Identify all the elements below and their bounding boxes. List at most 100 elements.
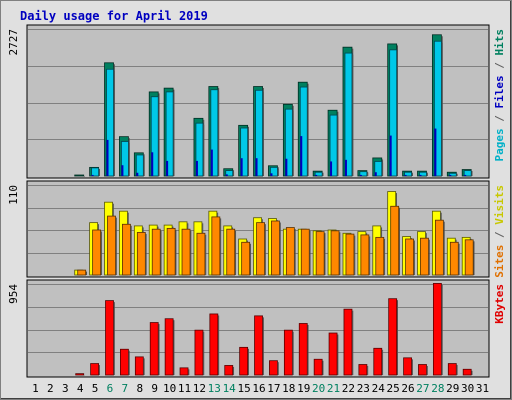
bar-kbytes-day-24 bbox=[373, 347, 383, 376]
bar-kbytes-day-27 bbox=[418, 364, 427, 376]
bar-kbytes-day-17 bbox=[269, 360, 278, 376]
bar-pages-day-16 bbox=[255, 89, 263, 177]
bar-sites-day-17 bbox=[271, 220, 280, 276]
bar-files-day-10 bbox=[166, 160, 169, 176]
bar-kbytes-day-13 bbox=[209, 313, 219, 376]
chart-title: Daily usage for April 2019 bbox=[20, 9, 208, 23]
bar-pages-day-28 bbox=[433, 40, 442, 177]
panel-hits-legend-item-1: / bbox=[493, 109, 506, 129]
bar-sites-day-20 bbox=[315, 231, 325, 276]
bar-pages-day-6 bbox=[106, 68, 114, 177]
bar-pages-day-26 bbox=[404, 171, 412, 177]
bar-sites-day-13 bbox=[211, 216, 221, 276]
bar-kbytes-day-23 bbox=[358, 364, 368, 376]
x-tick-label-day-29: 29 bbox=[446, 382, 459, 395]
x-tick-label-day-18: 18 bbox=[282, 382, 295, 395]
bar-pages-day-18 bbox=[284, 108, 293, 177]
bar-files-day-25 bbox=[389, 135, 392, 176]
x-tick-label-day-4: 4 bbox=[77, 382, 84, 395]
bar-sites-day-16 bbox=[256, 222, 265, 276]
bar-sites-day-26 bbox=[405, 238, 414, 276]
panel-kbytes-ymax-label: 954 bbox=[7, 284, 20, 304]
bar-kbytes-day-26 bbox=[403, 357, 412, 376]
bar-sites-day-25 bbox=[390, 205, 400, 276]
bar-kbytes-day-25 bbox=[388, 298, 398, 376]
x-tick-label-day-22: 22 bbox=[342, 382, 355, 395]
bar-files-day-27 bbox=[419, 174, 422, 176]
bar-sites-day-11 bbox=[181, 228, 191, 276]
bar-files-day-19 bbox=[300, 136, 303, 176]
bar-sites-day-9 bbox=[151, 228, 161, 276]
bar-pages-day-14 bbox=[225, 170, 234, 177]
bar-kbytes-day-10 bbox=[164, 318, 174, 376]
bar-pages-day-8 bbox=[135, 154, 144, 177]
bar-files-day-16 bbox=[255, 158, 258, 176]
bar-files-day-20 bbox=[315, 174, 318, 176]
bar-kbytes-day-9 bbox=[149, 322, 159, 376]
x-tick-label-day-25: 25 bbox=[387, 382, 400, 395]
x-tick-label-day-23: 23 bbox=[357, 382, 370, 395]
panel-hits-ymax-label: 2727 bbox=[7, 29, 20, 56]
bar-files-day-26 bbox=[404, 174, 407, 176]
bar-files-day-30 bbox=[464, 174, 467, 176]
bar-pages-day-17 bbox=[270, 166, 278, 177]
panel-kbytes-legend-item-0: KBytes bbox=[493, 284, 506, 324]
bar-kbytes-day-4 bbox=[75, 373, 85, 376]
bar-kbytes-day-30 bbox=[462, 368, 472, 376]
bar-kbytes-day-19 bbox=[298, 323, 308, 376]
bar-kbytes-day-8 bbox=[134, 356, 144, 376]
bar-pages-day-25 bbox=[389, 49, 398, 177]
bar-files-day-5 bbox=[91, 174, 94, 176]
bar-hits-day-4 bbox=[74, 174, 85, 177]
bar-sites-day-23 bbox=[360, 234, 370, 276]
bar-sites-day-14 bbox=[226, 228, 236, 276]
x-tick-label-day-11: 11 bbox=[178, 382, 191, 395]
x-tick-label-day-2: 2 bbox=[47, 382, 54, 395]
bar-files-day-29 bbox=[449, 174, 452, 176]
bar-sites-day-24 bbox=[375, 236, 385, 276]
panel-visits-legend-item-0: Sites bbox=[493, 245, 506, 278]
bar-kbytes-day-22 bbox=[343, 308, 353, 376]
bar-kbytes-day-15 bbox=[239, 346, 249, 376]
bar-kbytes-day-28 bbox=[432, 283, 442, 376]
panel-hits-legend-item-2: Files bbox=[493, 75, 506, 108]
x-tick-label-day-21: 21 bbox=[327, 382, 340, 395]
bar-pages-day-7 bbox=[121, 141, 129, 177]
panel-visits-legend-item-1: / bbox=[493, 225, 506, 245]
bar-sites-day-28 bbox=[434, 219, 444, 276]
x-tick-label-day-28: 28 bbox=[431, 382, 444, 395]
bar-pages-day-24 bbox=[374, 161, 383, 177]
x-tick-label-day-10: 10 bbox=[163, 382, 176, 395]
bar-files-day-12 bbox=[195, 160, 198, 176]
bar-files-day-14 bbox=[225, 174, 228, 176]
bar-files-day-22 bbox=[344, 159, 347, 176]
panel-hits-legend-item-4: Hits bbox=[493, 29, 506, 56]
bar-kbytes-day-16 bbox=[254, 315, 263, 376]
x-tick-label-day-3: 3 bbox=[62, 382, 69, 395]
bar-kbytes-day-29 bbox=[447, 363, 457, 376]
bar-files-day-28 bbox=[434, 128, 437, 176]
panel-hits-legend-item-3: / bbox=[493, 56, 506, 76]
panel-visits-ymax-label: 110 bbox=[7, 185, 20, 205]
x-tick-label-day-30: 30 bbox=[461, 382, 474, 395]
bar-files-day-23 bbox=[359, 174, 362, 176]
bar-kbytes-day-6 bbox=[105, 300, 114, 376]
bar-kbytes-day-21 bbox=[328, 332, 338, 376]
bar-sites-day-21 bbox=[330, 230, 340, 276]
bar-pages-day-5 bbox=[91, 167, 100, 177]
bar-files-day-7 bbox=[121, 165, 124, 176]
x-tick-label-day-19: 19 bbox=[297, 382, 310, 395]
x-tick-label-day-27: 27 bbox=[416, 382, 429, 395]
x-tick-label-day-16: 16 bbox=[252, 382, 265, 395]
x-tick-label-day-20: 20 bbox=[312, 382, 325, 395]
bar-pages-day-13 bbox=[210, 89, 219, 177]
bar-pages-day-21 bbox=[329, 114, 338, 177]
bar-pages-day-30 bbox=[463, 170, 472, 177]
panel-kbytes-legend: KBytes bbox=[493, 284, 506, 324]
bar-files-day-8 bbox=[136, 172, 139, 176]
x-tick-label-day-5: 5 bbox=[92, 382, 99, 395]
bar-files-day-18 bbox=[285, 158, 288, 176]
bar-kbytes-day-20 bbox=[313, 358, 323, 376]
